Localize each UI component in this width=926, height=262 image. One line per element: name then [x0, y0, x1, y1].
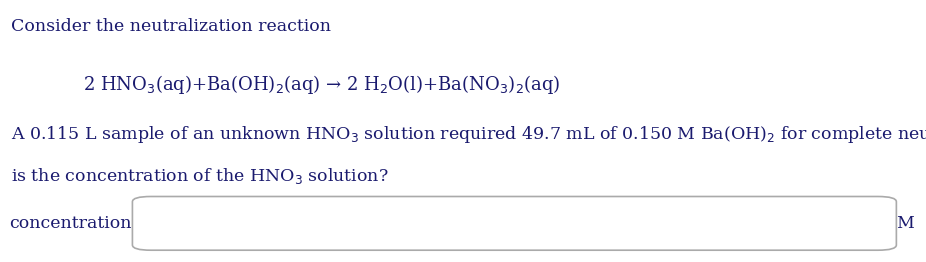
Text: A 0.115 L sample of an unknown HNO$_3$ solution required 49.7 mL of 0.150 M Ba(O: A 0.115 L sample of an unknown HNO$_3$ s…	[11, 124, 926, 145]
Text: Consider the neutralization reaction: Consider the neutralization reaction	[11, 18, 332, 35]
FancyBboxPatch shape	[132, 196, 896, 250]
Text: concentration:: concentration:	[9, 215, 137, 232]
Text: is the concentration of the HNO$_3$ solution?: is the concentration of the HNO$_3$ solu…	[11, 166, 389, 186]
Text: M: M	[896, 215, 914, 232]
Text: 2 HNO$_3$(aq)+Ba(OH)$_2$(aq) → 2 H$_2$O(l)+Ba(NO$_3$)$_2$(aq): 2 HNO$_3$(aq)+Ba(OH)$_2$(aq) → 2 H$_2$O(…	[83, 73, 561, 96]
